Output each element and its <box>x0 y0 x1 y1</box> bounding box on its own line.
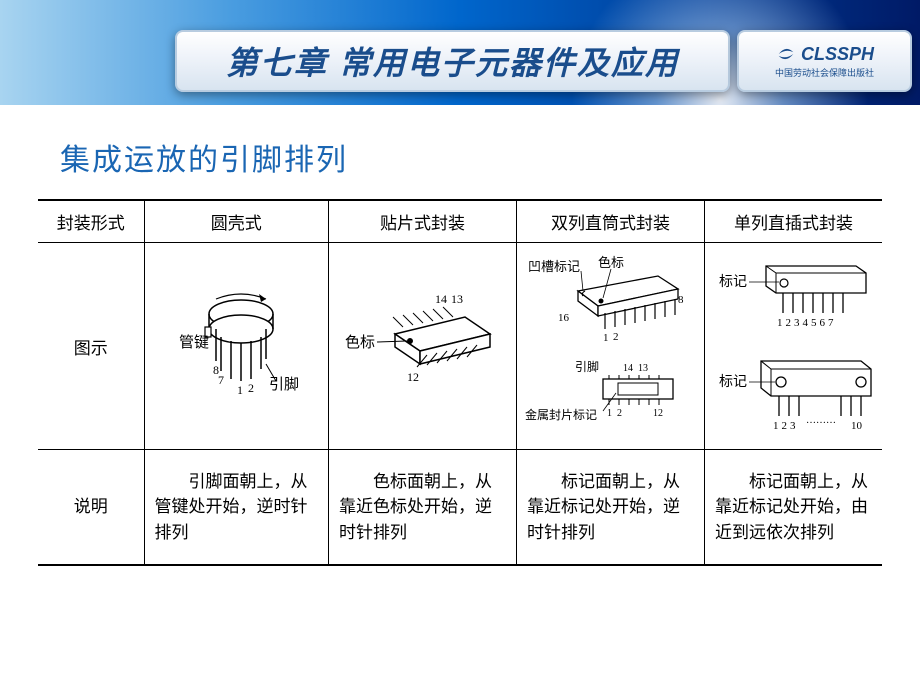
desc-smd: 色标面朝上，从靠近色标处开始，逆时针排列 <box>328 450 516 565</box>
svg-text:123: 123 <box>773 420 799 432</box>
svg-text:13: 13 <box>638 363 648 374</box>
header-can: 圆壳式 <box>144 200 328 243</box>
svg-text:标记: 标记 <box>719 274 747 290</box>
svg-text:2: 2 <box>617 408 622 419</box>
header-sip: 单列直插式封装 <box>704 200 882 243</box>
svg-text:13: 13 <box>451 292 463 306</box>
publisher-subtitle: 中国劳动社会保障出版社 <box>775 66 874 79</box>
description-row: 说明 引脚面朝上，从管键处开始，逆时针排列 色标面朝上，从靠近色标处开始，逆时针… <box>38 450 882 565</box>
diagram-row: 图示 管键 8 <box>38 243 882 450</box>
diagram-smd: 色标 14 13 12 <box>328 243 516 450</box>
header-smd: 贴片式封装 <box>328 200 516 243</box>
header-package-type: 封装形式 <box>38 200 144 243</box>
svg-text:引脚: 引脚 <box>575 359 599 374</box>
svg-text:1: 1 <box>607 408 612 419</box>
desc-dip: 标记面朝上，从靠近标记处开始，逆时针排列 <box>516 450 704 565</box>
desc-can: 引脚面朝上，从管键处开始，逆时针排列 <box>144 450 328 565</box>
logo-row: CLSSPH <box>775 43 874 65</box>
svg-text:1234567: 1234567 <box>777 317 837 329</box>
svg-text:12: 12 <box>653 408 663 419</box>
publisher-logo-icon <box>775 43 797 65</box>
publisher-logo-text: CLSSPH <box>801 44 874 65</box>
banner-header: 第七章 常用电子元器件及应用 CLSSPH 中国劳动社会保障出版社 <box>0 0 920 105</box>
content-area: 集成运放的引脚排列 封装形式 圆壳式 贴片式封装 双列直筒式封装 单列直插式封装… <box>0 105 920 566</box>
svg-text:7: 7 <box>218 373 224 387</box>
desc-sip: 标记面朝上，从靠近标记处开始，由近到远依次排列 <box>704 450 882 565</box>
publisher-logo-box: CLSSPH 中国劳动社会保障出版社 <box>737 30 912 92</box>
svg-text:14: 14 <box>623 363 633 374</box>
svg-text:金属封片标记: 金属封片标记 <box>525 407 597 422</box>
diagram-sip: 标记 1234567 标记 12 <box>704 243 882 450</box>
svg-text:引脚: 引脚 <box>269 376 299 393</box>
diagram-row-label: 图示 <box>38 243 144 450</box>
desc-row-label: 说明 <box>38 450 144 565</box>
svg-text:1: 1 <box>603 332 609 344</box>
banner-title-box: 第七章 常用电子元器件及应用 <box>175 30 730 92</box>
svg-text:10: 10 <box>851 420 863 432</box>
header-row: 封装形式 圆壳式 贴片式封装 双列直筒式封装 单列直插式封装 <box>38 200 882 243</box>
svg-text:8: 8 <box>678 294 684 306</box>
svg-text:凹槽标记: 凹槽标记 <box>528 259 580 274</box>
diagram-dip: 凹槽标记 色标 16 1 2 8 <box>516 243 704 450</box>
chapter-title: 第七章 常用电子元器件及应用 <box>226 38 679 84</box>
svg-text:1: 1 <box>237 383 243 397</box>
svg-text:16: 16 <box>558 312 570 324</box>
svg-text:14: 14 <box>435 292 447 306</box>
diagram-can: 管键 8 7 1 2 引脚 <box>144 243 328 450</box>
header-dip: 双列直筒式封装 <box>516 200 704 243</box>
svg-text:12: 12 <box>407 370 419 384</box>
svg-text:2: 2 <box>248 381 254 395</box>
svg-text:2: 2 <box>613 331 619 343</box>
svg-text:色标: 色标 <box>345 334 375 351</box>
svg-text:色标: 色标 <box>598 255 624 270</box>
svg-text:管键: 管键 <box>179 334 209 351</box>
svg-text:………: ……… <box>806 415 836 426</box>
svg-text:标记: 标记 <box>719 374 747 390</box>
section-title: 集成运放的引脚排列 <box>60 135 882 179</box>
package-table: 封装形式 圆壳式 贴片式封装 双列直筒式封装 单列直插式封装 图示 <box>38 199 882 566</box>
